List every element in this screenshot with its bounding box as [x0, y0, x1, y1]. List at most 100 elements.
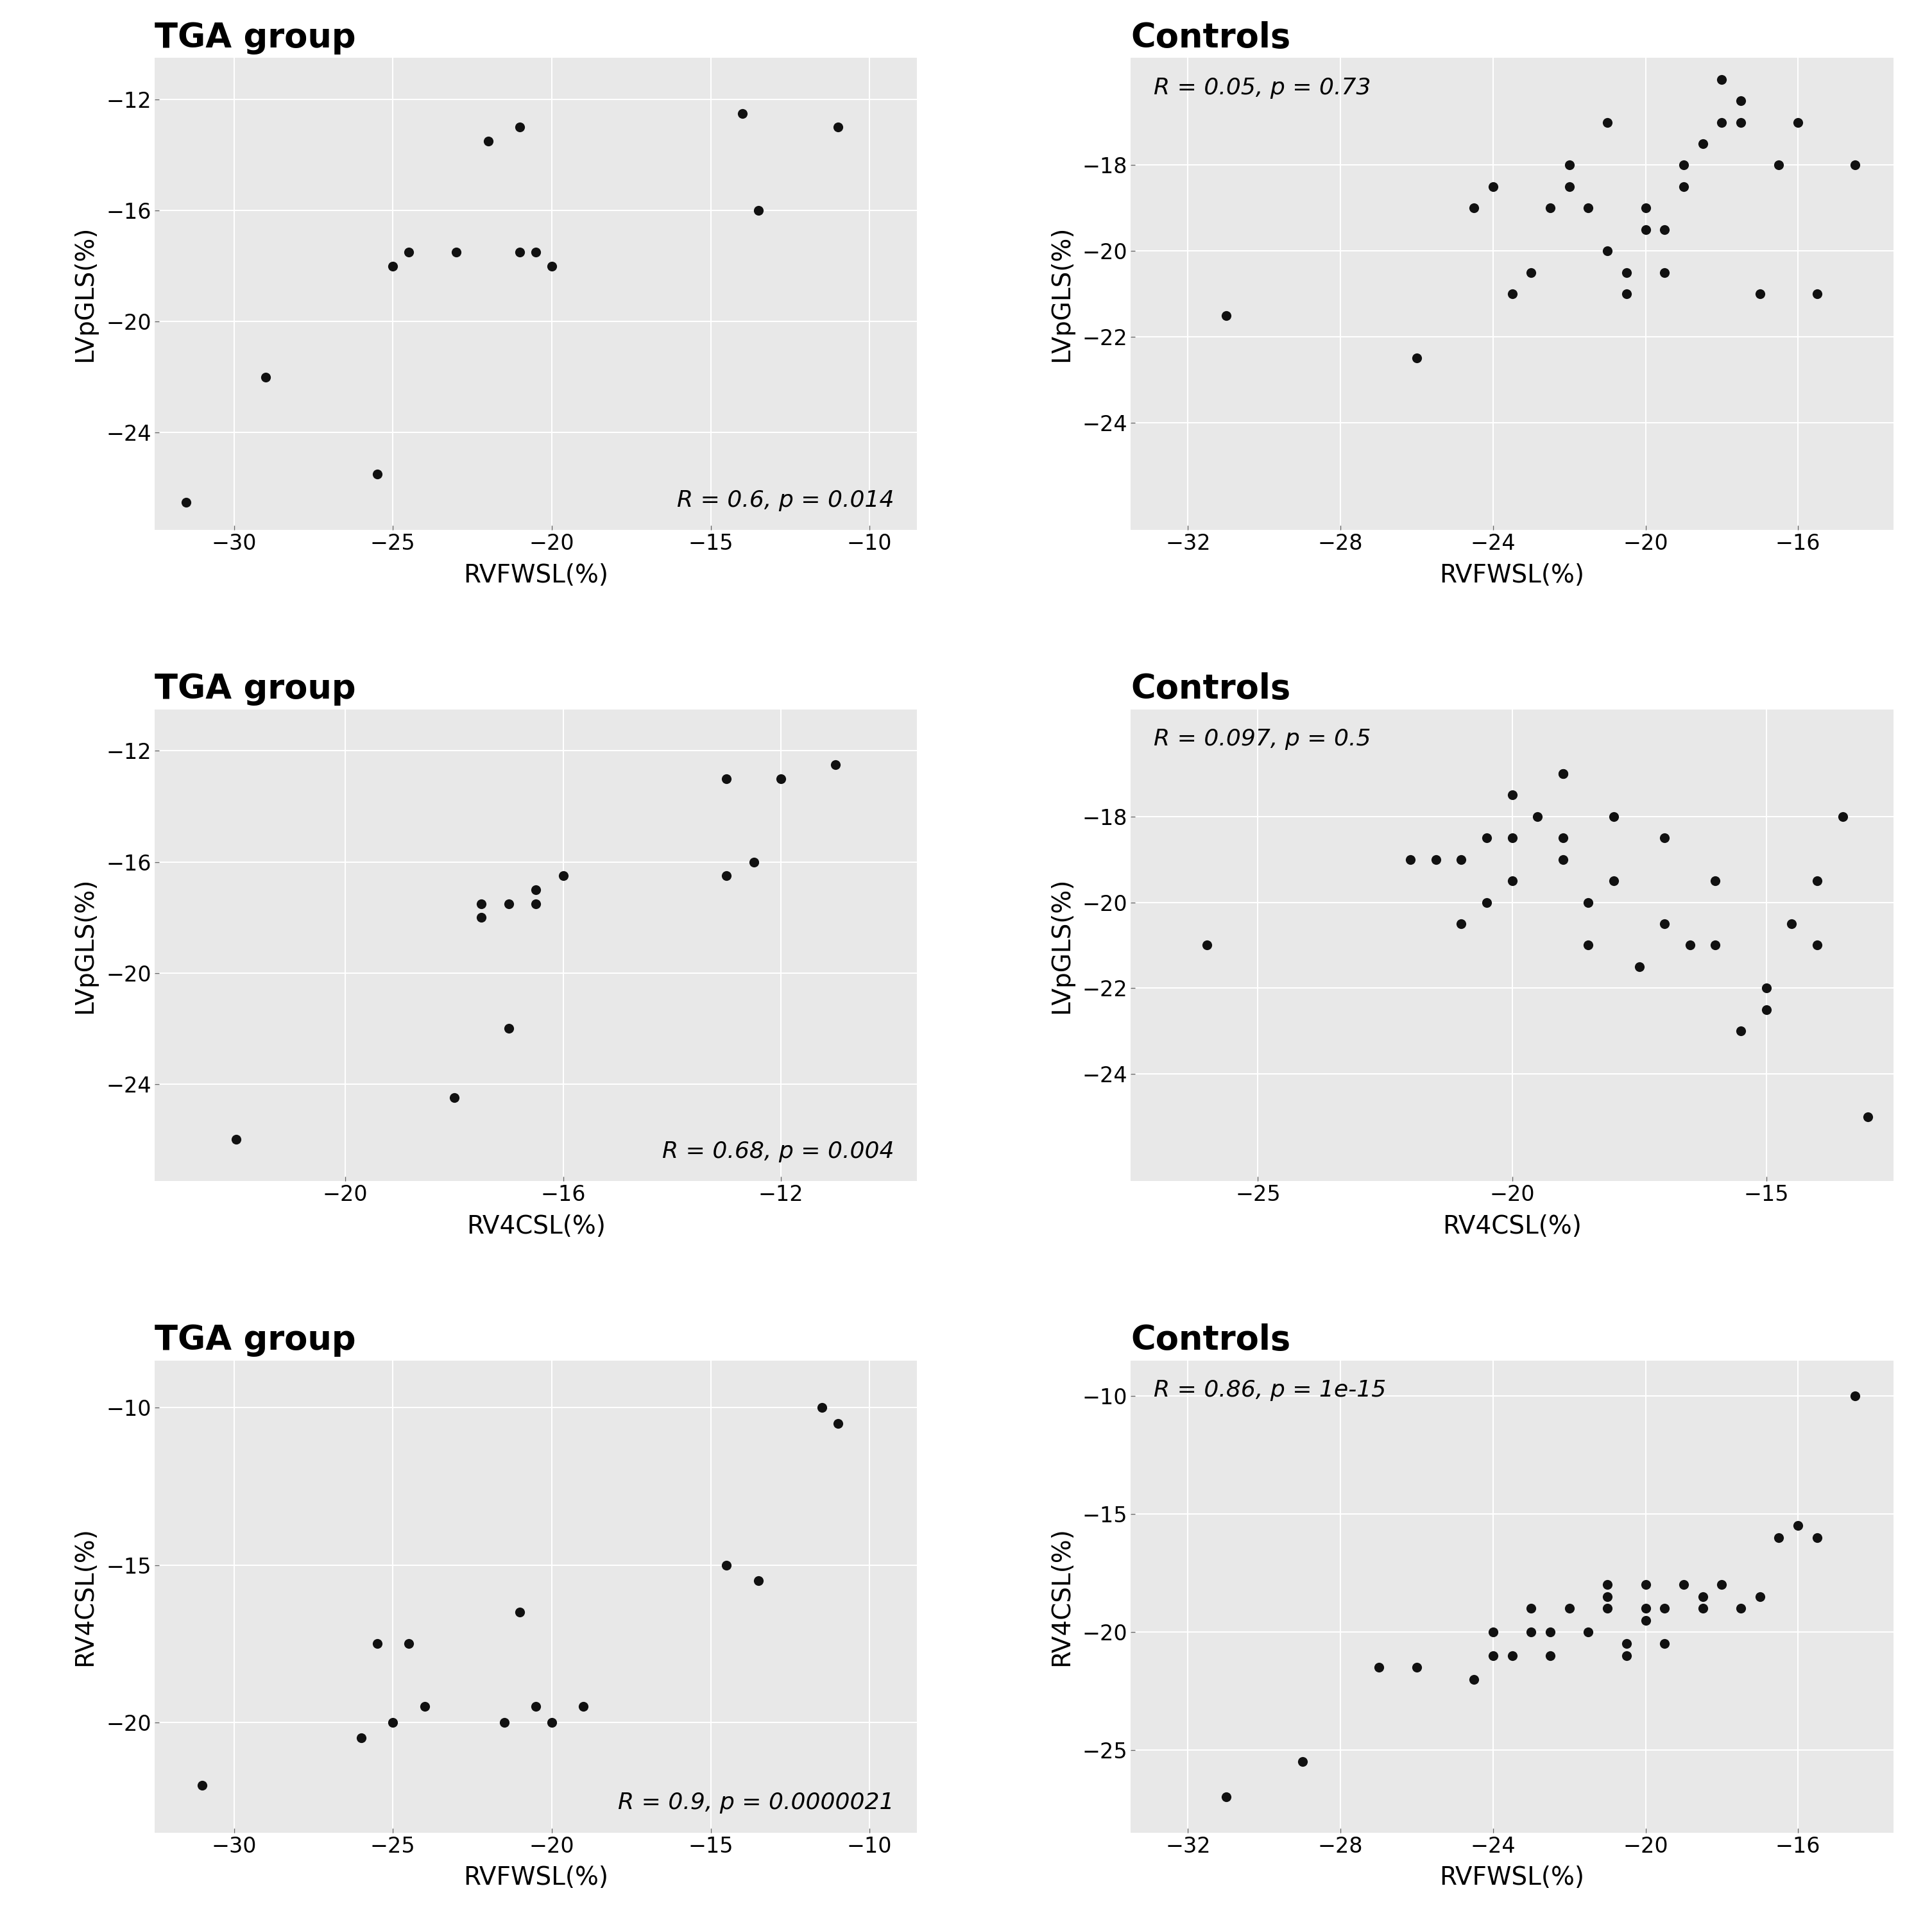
- X-axis label: RVFWSL(%): RVFWSL(%): [1439, 1865, 1584, 1890]
- Point: [1631, 1593, 1662, 1624]
- Point: [823, 112, 854, 143]
- Point: [1459, 1663, 1490, 1694]
- Text: TGA group: TGA group: [155, 671, 355, 706]
- Point: [1667, 150, 1698, 181]
- Text: R = 0.68, p = 0.004: R = 0.68, p = 0.004: [663, 1140, 895, 1163]
- Point: [1553, 150, 1584, 181]
- Point: [1395, 845, 1426, 876]
- Point: [738, 847, 769, 878]
- Point: [1553, 1593, 1584, 1624]
- Text: Controls: Controls: [1130, 1323, 1291, 1356]
- Point: [1839, 1381, 1870, 1412]
- Point: [466, 887, 497, 918]
- Point: [187, 1771, 218, 1802]
- Point: [1631, 1570, 1662, 1601]
- Point: [1534, 1640, 1565, 1671]
- Point: [1470, 822, 1501, 853]
- Point: [1725, 1015, 1756, 1046]
- Point: [806, 1393, 837, 1424]
- Point: [1687, 127, 1718, 158]
- Point: [493, 1013, 524, 1044]
- Point: [1650, 214, 1681, 245]
- Point: [1553, 172, 1584, 203]
- Point: [1515, 1617, 1546, 1647]
- Point: [439, 1082, 469, 1113]
- Point: [1764, 150, 1795, 181]
- Point: [1650, 909, 1681, 939]
- Point: [489, 1707, 520, 1738]
- Point: [1515, 1593, 1546, 1624]
- Point: [473, 125, 504, 156]
- Point: [504, 237, 535, 268]
- Text: Controls: Controls: [1130, 671, 1291, 706]
- Point: [251, 363, 282, 394]
- Point: [1650, 822, 1681, 853]
- Point: [711, 1549, 742, 1580]
- Point: [466, 903, 497, 934]
- X-axis label: RVFWSL(%): RVFWSL(%): [464, 1865, 609, 1890]
- Point: [547, 860, 578, 891]
- Point: [537, 251, 568, 282]
- Point: [1522, 801, 1553, 831]
- Point: [1573, 1617, 1604, 1647]
- Point: [440, 237, 471, 268]
- X-axis label: RVFWSL(%): RVFWSL(%): [464, 563, 609, 588]
- Y-axis label: LVpGLS(%): LVpGLS(%): [73, 878, 97, 1013]
- Point: [1598, 801, 1629, 831]
- Point: [1745, 278, 1776, 309]
- Point: [1839, 150, 1870, 181]
- Point: [346, 1723, 377, 1753]
- Point: [170, 486, 201, 517]
- Point: [1706, 64, 1737, 95]
- Point: [1548, 758, 1578, 789]
- X-axis label: RVFWSL(%): RVFWSL(%): [1439, 563, 1584, 588]
- Point: [1631, 214, 1662, 245]
- Point: [711, 860, 742, 891]
- Point: [1725, 106, 1756, 137]
- Point: [1853, 1101, 1884, 1132]
- Point: [504, 112, 535, 143]
- Point: [1592, 1570, 1623, 1601]
- Point: [1287, 1746, 1318, 1777]
- Point: [1497, 278, 1528, 309]
- Point: [1803, 1522, 1833, 1553]
- Point: [1401, 343, 1432, 374]
- Point: [1611, 1640, 1642, 1671]
- Point: [1573, 930, 1604, 961]
- Point: [1420, 845, 1451, 876]
- Point: [1459, 193, 1490, 224]
- Point: [1667, 172, 1698, 203]
- Point: [1764, 1522, 1795, 1553]
- Point: [1803, 278, 1833, 309]
- Point: [1700, 930, 1731, 961]
- Point: [1497, 866, 1528, 897]
- Point: [1470, 887, 1501, 918]
- Text: R = 0.097, p = 0.5: R = 0.097, p = 0.5: [1153, 727, 1372, 750]
- Y-axis label: LVpGLS(%): LVpGLS(%): [73, 226, 97, 363]
- Point: [1803, 930, 1833, 961]
- Point: [1725, 85, 1756, 116]
- Point: [1776, 909, 1806, 939]
- Point: [361, 1628, 392, 1659]
- Point: [520, 237, 551, 268]
- Point: [1592, 235, 1623, 266]
- Point: [1667, 1570, 1698, 1601]
- Point: [1592, 106, 1623, 137]
- Point: [1828, 801, 1859, 831]
- Point: [1623, 951, 1654, 982]
- Point: [1745, 1582, 1776, 1613]
- Point: [377, 1707, 408, 1738]
- Point: [1725, 1593, 1756, 1624]
- Point: [1650, 1593, 1681, 1624]
- Point: [1211, 299, 1242, 330]
- Point: [765, 764, 796, 795]
- Point: [1445, 845, 1476, 876]
- Point: [493, 887, 524, 918]
- Point: [1478, 1617, 1509, 1647]
- Point: [220, 1125, 251, 1155]
- Point: [1478, 1640, 1509, 1671]
- Point: [1592, 1582, 1623, 1613]
- Point: [742, 195, 773, 226]
- Point: [504, 1597, 535, 1628]
- Point: [1611, 257, 1642, 287]
